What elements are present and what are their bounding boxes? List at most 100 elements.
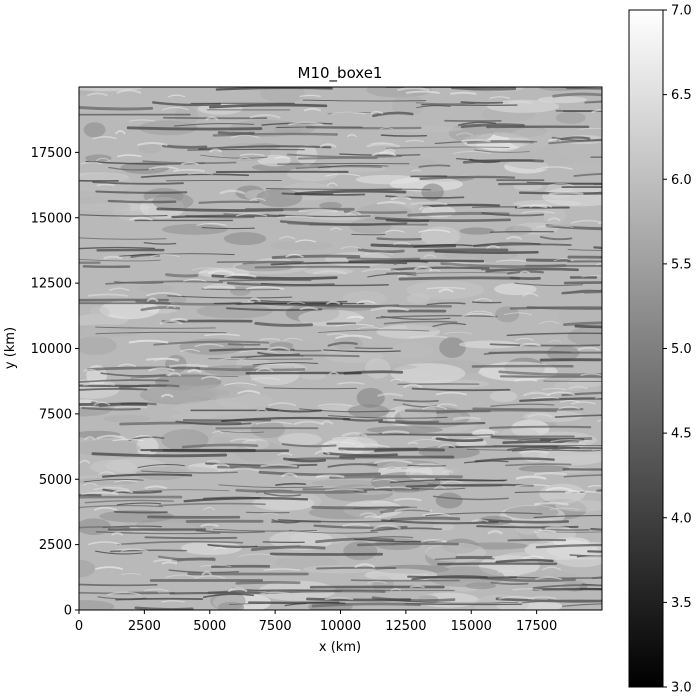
texture-patch xyxy=(381,158,438,167)
texture-crest xyxy=(434,485,446,489)
texture-crest xyxy=(161,600,185,603)
y-tick-label: 5000 xyxy=(39,473,72,488)
texture-crest xyxy=(341,432,368,437)
texture-streak xyxy=(385,146,510,149)
texture-streak xyxy=(271,254,361,260)
texture-streak xyxy=(207,544,258,549)
texture-streak xyxy=(140,173,250,178)
texture-crest xyxy=(170,317,188,322)
texture-crest xyxy=(549,507,580,511)
texture-crest xyxy=(144,485,167,489)
texture-streak xyxy=(183,496,309,503)
texture-patch xyxy=(342,290,388,306)
texture-streak xyxy=(490,403,555,407)
texture-crest xyxy=(238,156,251,160)
x-tick-label: 17500 xyxy=(516,619,557,634)
texture-crest xyxy=(403,383,423,389)
texture-patch xyxy=(303,565,374,574)
texture-crest xyxy=(379,127,394,130)
texture-crest xyxy=(162,106,189,111)
texture-crest xyxy=(587,485,602,488)
texture-crest xyxy=(536,225,574,228)
texture-crest xyxy=(364,252,394,255)
texture-crest xyxy=(418,205,435,210)
texture-crest xyxy=(335,334,372,340)
y-tick-label: 12500 xyxy=(31,277,72,292)
texture-crest xyxy=(218,357,246,361)
texture-streak xyxy=(554,414,602,418)
texture-streak xyxy=(220,430,265,434)
texture-patch xyxy=(311,479,377,487)
texture-streak xyxy=(328,415,448,419)
texture-crest xyxy=(340,246,362,250)
texture-streak xyxy=(114,510,168,514)
texture-streak xyxy=(302,99,427,102)
texture-crest xyxy=(332,449,351,453)
texture-crest xyxy=(428,269,441,272)
chart-title: M10_boxe1 xyxy=(298,64,383,83)
texture-crest xyxy=(515,337,535,341)
texture-patch xyxy=(439,337,466,358)
texture-streak xyxy=(175,420,252,426)
texture-streak xyxy=(173,122,255,127)
texture-crest xyxy=(255,421,292,425)
texture-streak xyxy=(357,248,405,254)
texture-crest xyxy=(437,444,456,448)
texture-crest xyxy=(519,449,550,454)
texture-crest xyxy=(498,596,535,600)
texture-streak xyxy=(86,366,201,371)
texture-streak xyxy=(551,136,602,142)
texture-crest xyxy=(420,539,447,543)
texture-crest xyxy=(148,165,179,170)
texture-streak xyxy=(457,121,497,126)
texture-patch xyxy=(79,336,117,355)
texture-crest xyxy=(570,219,602,224)
texture-streak xyxy=(422,203,501,208)
texture-patch xyxy=(406,320,447,332)
texture-streak xyxy=(201,288,280,291)
texture-streak xyxy=(276,126,363,128)
texture-crest xyxy=(324,596,354,601)
texture-crest xyxy=(201,570,212,576)
texture-streak xyxy=(79,388,148,391)
texture-crest xyxy=(456,132,474,136)
texture-crest xyxy=(370,110,384,115)
texture-streak xyxy=(254,321,313,327)
texture-crest xyxy=(87,92,108,97)
texture-streak xyxy=(381,519,499,525)
texture-patch xyxy=(223,232,267,246)
texture-crest xyxy=(83,383,115,386)
texture-streak xyxy=(119,421,242,426)
texture-streak xyxy=(495,559,554,564)
texture-crest xyxy=(161,393,174,398)
texture-crest xyxy=(227,587,248,592)
texture-streak xyxy=(263,492,302,497)
texture-streak xyxy=(375,314,498,319)
x-tick-label: 2500 xyxy=(128,619,161,634)
texture-crest xyxy=(471,519,489,523)
texture-streak xyxy=(235,581,301,585)
texture-streak xyxy=(563,474,602,478)
texture-patch xyxy=(504,225,533,236)
texture-crest xyxy=(120,548,148,552)
colorbar-tick-label: 6.0 xyxy=(671,173,692,188)
texture-streak xyxy=(481,212,545,217)
texture-crest xyxy=(548,339,562,343)
texture-crest xyxy=(393,241,411,245)
texture-streak xyxy=(265,407,323,413)
texture-streak xyxy=(509,306,602,310)
texture-crest xyxy=(367,580,388,584)
texture-crest xyxy=(238,553,277,557)
texture-crest xyxy=(404,139,425,143)
texture-crest xyxy=(88,293,128,297)
texture-streak xyxy=(278,214,371,218)
texture-crest xyxy=(112,489,134,494)
texture-streak xyxy=(252,362,319,366)
texture-crest xyxy=(293,420,324,425)
texture-streak xyxy=(212,528,318,532)
texture-streak xyxy=(218,279,312,282)
texture-crest xyxy=(150,254,180,258)
texture-streak xyxy=(152,101,222,107)
texture-streak xyxy=(376,237,422,241)
texture-streak xyxy=(295,165,382,170)
